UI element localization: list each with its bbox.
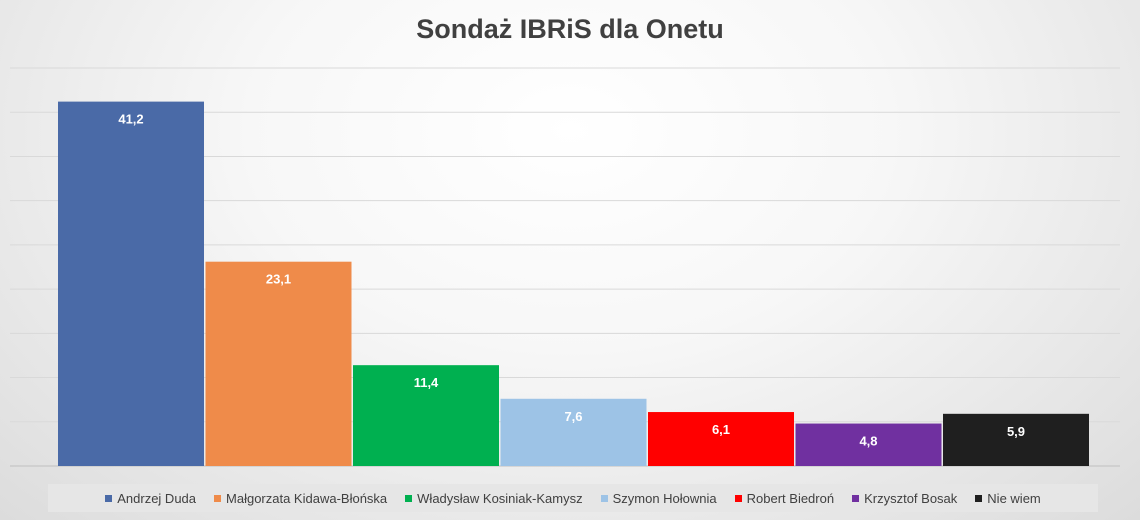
legend-swatch <box>852 494 860 502</box>
legend-item: Andrzej Duda <box>105 491 196 506</box>
legend-swatch <box>734 494 742 502</box>
legend-swatch <box>214 494 222 502</box>
bar <box>795 423 942 466</box>
data-label: 7,6 <box>564 409 582 424</box>
bar <box>943 413 1089 466</box>
bar <box>648 412 794 466</box>
legend-label: Krzysztof Bosak <box>864 490 958 506</box>
legend-item: Krzysztof Bosak <box>852 491 957 506</box>
data-label: 6,1 <box>712 422 730 437</box>
data-label: 23,1 <box>266 272 291 287</box>
legend-item: Szymon Hołownia <box>600 490 717 506</box>
data-label: 11,4 <box>414 375 439 390</box>
legend-swatch <box>405 494 413 502</box>
legend-label: Nie wiem <box>987 490 1041 506</box>
legend-item: Małgorzata Kidawa-Błońska <box>214 491 387 506</box>
bar <box>353 365 499 466</box>
chart-legend: Andrzej Duda Małgorzata Kidawa-Błońska Wła… <box>48 484 1098 512</box>
legend-item: Nie wiem <box>975 490 1041 506</box>
legend-swatch <box>975 494 983 502</box>
legend-item: Władysław Kosiniak-Kamysz <box>405 490 583 506</box>
bar <box>500 398 647 466</box>
legend-swatch <box>600 494 608 502</box>
legend-label: Małgorzata Kidawa-Błońska <box>226 490 388 506</box>
legend-label: Robert Biedroń <box>746 490 835 506</box>
data-label: 41,2 <box>118 112 143 127</box>
legend-label: Władysław Kosiniak-Kamysz <box>417 490 583 506</box>
chart-title: Sondaż IBRiS dla Onetu <box>416 14 724 44</box>
legend-item: Robert Biedroń <box>734 490 835 506</box>
data-label: 4,8 <box>859 434 877 449</box>
legend-label: Szymon Hołownia <box>612 490 717 506</box>
legend-label: Andrzej Duda <box>117 490 197 506</box>
bar <box>205 261 352 466</box>
data-label: 5,9 <box>1007 424 1025 439</box>
bar <box>58 101 204 466</box>
legend-swatch <box>105 494 113 502</box>
